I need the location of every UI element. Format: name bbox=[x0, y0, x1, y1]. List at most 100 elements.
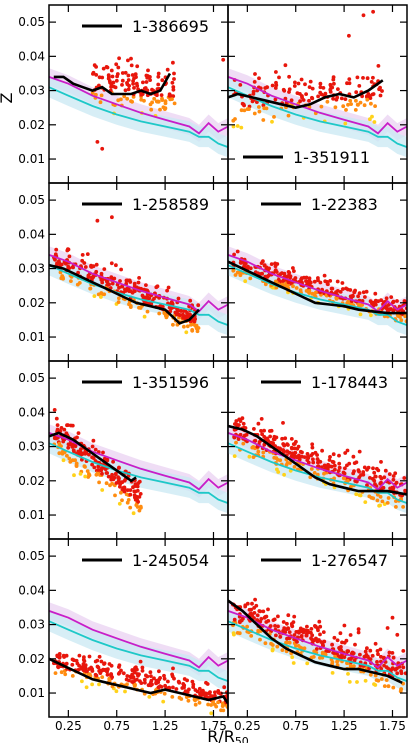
spaxel-point bbox=[253, 597, 257, 602]
spaxel-point bbox=[191, 682, 196, 687]
spaxel-point bbox=[65, 453, 69, 458]
spaxel-point bbox=[314, 636, 318, 641]
spaxel-point bbox=[127, 289, 131, 293]
panel-plot-area bbox=[228, 246, 407, 336]
spaxel-point bbox=[336, 87, 340, 91]
spaxel-point bbox=[358, 312, 363, 317]
spaxel-point bbox=[354, 460, 359, 465]
spaxel-point bbox=[394, 505, 398, 509]
spaxel-point bbox=[273, 86, 278, 90]
spaxel-point bbox=[287, 273, 291, 277]
spaxel-point bbox=[291, 661, 296, 665]
y-tick-label: 0.05 bbox=[18, 15, 45, 29]
spaxel-point bbox=[348, 633, 353, 637]
spaxel-point bbox=[341, 287, 345, 291]
spaxel-point bbox=[259, 417, 264, 421]
spaxel-point bbox=[62, 427, 67, 432]
spaxel-point bbox=[368, 96, 373, 100]
spaxel-point bbox=[310, 442, 315, 447]
spaxel-point bbox=[379, 460, 383, 464]
spaxel-point bbox=[97, 83, 101, 88]
spaxel-point bbox=[331, 96, 335, 101]
spaxel-point bbox=[345, 661, 349, 666]
spaxel-point bbox=[83, 465, 87, 469]
spaxel-point bbox=[370, 92, 375, 97]
spaxel-point bbox=[108, 483, 112, 488]
spaxel-point bbox=[83, 474, 88, 479]
spaxel-point bbox=[185, 311, 189, 315]
spaxel-point bbox=[232, 252, 237, 257]
spaxel-point bbox=[261, 450, 266, 455]
spaxel-point bbox=[290, 623, 294, 628]
spaxel-point bbox=[306, 460, 311, 465]
spaxel-point bbox=[235, 124, 240, 128]
spaxel-point bbox=[132, 86, 136, 90]
spaxel-point bbox=[158, 684, 162, 688]
y-tick-label: 0.01 bbox=[18, 152, 45, 166]
legend-label: 1-351911 bbox=[293, 148, 370, 167]
spaxel-point bbox=[243, 279, 248, 284]
spaxel-point bbox=[101, 66, 106, 71]
panel-plot-area bbox=[228, 597, 407, 694]
spaxel-point bbox=[372, 470, 377, 475]
galaxy-profile-line bbox=[49, 657, 228, 705]
spaxel-point bbox=[390, 651, 395, 655]
spaxel-point bbox=[369, 313, 373, 318]
spaxel-point bbox=[84, 451, 88, 456]
spaxel-point bbox=[149, 674, 153, 678]
spaxel-point bbox=[221, 708, 226, 713]
spaxel-point bbox=[375, 498, 380, 503]
spaxel-point bbox=[266, 607, 270, 612]
spaxel-point bbox=[186, 698, 191, 703]
spaxel-point bbox=[118, 279, 122, 283]
spaxel-point bbox=[299, 629, 304, 634]
legend-label: 1-351596 bbox=[132, 373, 209, 392]
spaxel-point bbox=[333, 105, 338, 110]
spaxel-point bbox=[347, 680, 352, 684]
spaxel-point bbox=[84, 685, 89, 690]
spaxel-point bbox=[209, 703, 214, 707]
spaxel-point bbox=[140, 665, 145, 670]
spaxel-point bbox=[109, 82, 114, 87]
spaxel-point bbox=[206, 702, 211, 707]
spaxel-point bbox=[395, 671, 400, 676]
spaxel-point bbox=[128, 305, 133, 309]
x-tick-label: 1.25 bbox=[331, 719, 358, 733]
spaxel-point bbox=[284, 640, 288, 645]
spaxel-point bbox=[390, 485, 395, 490]
spaxel-point bbox=[338, 631, 343, 636]
spaxel-point bbox=[234, 440, 238, 445]
spaxel-point bbox=[152, 96, 157, 101]
spaxel-point bbox=[115, 74, 119, 79]
spaxel-point bbox=[263, 282, 268, 287]
spaxel-point bbox=[166, 679, 170, 684]
spaxel-point bbox=[305, 661, 310, 666]
spaxel-point bbox=[365, 483, 369, 488]
spaxel-point bbox=[245, 107, 250, 111]
spaxel-point bbox=[386, 496, 391, 500]
spaxel-point bbox=[141, 80, 145, 85]
spaxel-point bbox=[148, 683, 153, 688]
spaxel-point bbox=[185, 324, 190, 329]
spaxel-point bbox=[283, 436, 288, 441]
y-tick-label: 0.01 bbox=[18, 508, 45, 522]
spaxel-point bbox=[292, 633, 297, 637]
spaxel-point bbox=[135, 83, 140, 88]
spaxel-point bbox=[130, 675, 135, 680]
spaxel-point bbox=[386, 666, 391, 671]
spaxel-point bbox=[403, 489, 407, 494]
spaxel-point bbox=[269, 641, 273, 646]
spaxel-point bbox=[337, 453, 341, 458]
spaxel-point bbox=[148, 102, 153, 107]
spaxel-point bbox=[64, 661, 69, 666]
spaxel-point bbox=[287, 630, 292, 634]
spaxel-point bbox=[94, 673, 99, 678]
spaxel-point bbox=[370, 114, 374, 119]
spaxel-point bbox=[299, 635, 304, 639]
spaxel-point bbox=[292, 614, 297, 619]
spaxel-point bbox=[53, 671, 58, 675]
spaxel-point bbox=[261, 259, 265, 264]
y-tick-label: 0.02 bbox=[18, 296, 45, 310]
spaxel-point bbox=[66, 264, 71, 269]
spaxel-point bbox=[368, 672, 373, 677]
